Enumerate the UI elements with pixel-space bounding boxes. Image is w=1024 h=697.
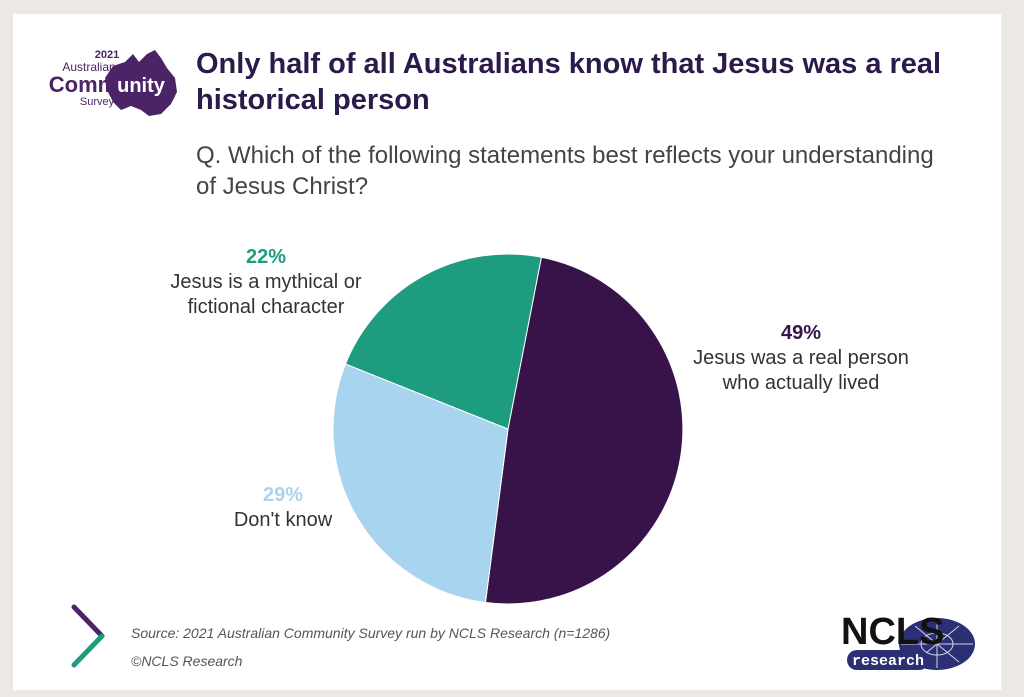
logo-line3: Survey [80, 96, 115, 108]
slice-label-real: 49% Jesus was a real person who actually… [671, 321, 931, 396]
pie-slice-real [484, 256, 684, 605]
australian-community-survey-logo: 2021 Australian Comm unity Survey [49, 49, 177, 116]
pie-slice-dont-know [332, 363, 509, 604]
infographic-card: 2021 Australian Comm unity Survey Only h… [13, 14, 1001, 690]
copyright-note: ©NCLS Research [131, 653, 243, 669]
slice-label-dont-know: 29% Don't know [208, 483, 358, 533]
slice-pct-real: 49% [780, 322, 822, 344]
slice-pct-dont-know: 29% [262, 484, 304, 506]
slice-text-real-2: who actually lived [722, 372, 880, 394]
slice-text-mythical-2: fictional character [187, 296, 345, 318]
australia-map-icon [105, 50, 177, 116]
ncls-brand-sub: research [852, 653, 924, 670]
source-note: Source: 2021 Australian Community Survey… [131, 625, 611, 641]
logo-line1: Australian [62, 60, 115, 74]
slice-text-mythical-1: Jesus is a mythical or [170, 271, 362, 293]
logo-line2a: Comm [49, 72, 117, 97]
ncls-research-logo: NCLS research [841, 611, 975, 670]
pie-chart [332, 253, 684, 605]
ncls-brand: NCLS [841, 611, 944, 653]
slice-label-mythical: 22% Jesus is a mythical or fictional cha… [151, 245, 381, 320]
slice-pct-mythical: 22% [245, 246, 287, 268]
survey-question: Q. Which of the following statements bes… [196, 142, 934, 200]
slice-text-dont-know: Don't know [233, 509, 333, 531]
pie-slice-mythical [344, 253, 542, 430]
logo-year: 2021 [95, 49, 119, 61]
chart-title: Only half of all Australians know that J… [196, 48, 942, 116]
logo-line2b: unity [117, 75, 166, 97]
slice-text-real-1: Jesus was a real person [693, 347, 909, 369]
chevron-right-icon [71, 604, 105, 668]
